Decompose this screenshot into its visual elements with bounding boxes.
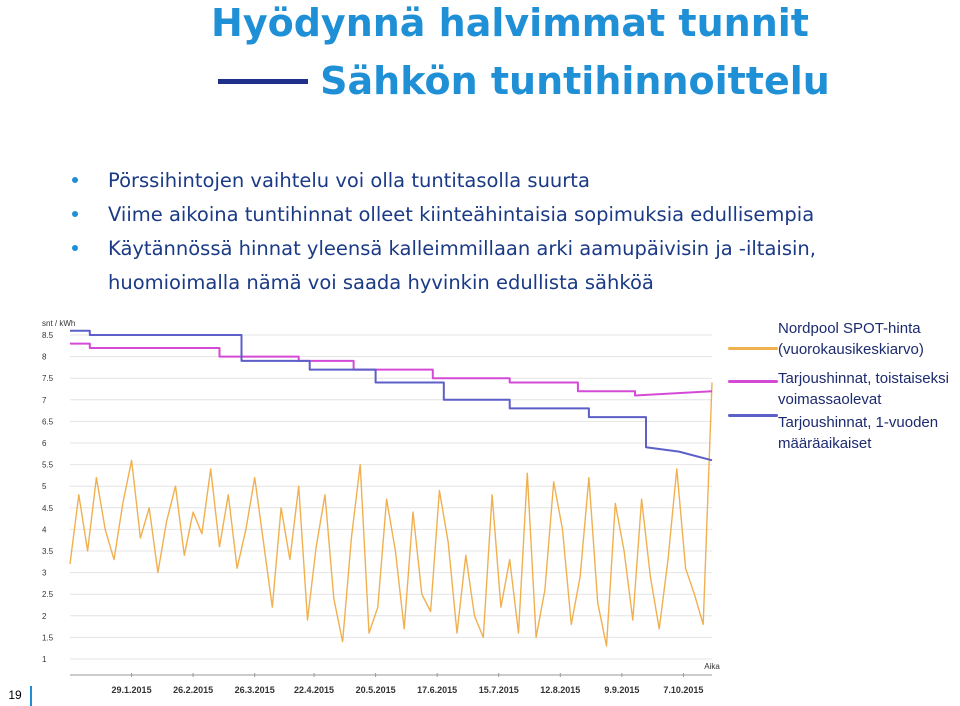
bullet-item: Viime aikoina tuntihinnat olleet kiinteä…	[72, 198, 932, 232]
y-tick-label: 2	[42, 612, 47, 621]
legend-swatch-fixed-year	[728, 414, 778, 417]
y-axis-label: snt / kWh	[42, 319, 75, 328]
y-tick-label: 6.5	[42, 417, 54, 426]
x-tick-label: 15.7.2015	[479, 685, 519, 695]
legend-swatch-spot	[728, 347, 778, 350]
legend-swatch-fixed-temp	[728, 380, 778, 383]
legend-item-fixed-temp: Tarjoushinnat, toistaiseksi voimassaolev…	[718, 370, 960, 462]
series-line-fixed-temp	[70, 342, 713, 397]
legend-label-spot: Nordpool SPOT-hinta (vuorokausikeskiarvo…	[778, 320, 924, 358]
y-tick-label: 5	[42, 482, 47, 491]
y-tick-label: 7	[42, 396, 47, 405]
bullet-dot-icon	[72, 211, 78, 217]
title-dash	[218, 79, 309, 84]
x-tick-label: 26.3.2015	[235, 685, 275, 695]
series-line-fixed-year	[70, 329, 713, 462]
page-number: 19	[8, 688, 22, 702]
y-tick-label: 7.5	[42, 374, 54, 383]
bullet-dot-icon	[72, 245, 78, 251]
y-tick-label: 4.5	[42, 504, 54, 513]
chart-legend: Nordpool SPOT-hinta (vuorokausikeskiarvo…	[718, 318, 960, 534]
y-tick-label: 4	[42, 525, 47, 534]
series-line-spot	[69, 382, 713, 647]
legend-item-fixed-year: Tarjoushinnat, 1-vuoden määräaikaiset	[718, 414, 960, 534]
slide-title-line1: Hyödynnä halvimmat tunnit	[211, 1, 809, 45]
page-divider	[30, 686, 32, 706]
bullet-item: Pörssihintojen vaihtelu voi olla tuntita…	[72, 164, 932, 198]
price-chart: 1 1.5 2 2.5 3 3.5 4 4.5 5 5.5 6 6.5 7 7.5 8 8.5 snt / kW…	[42, 319, 720, 695]
y-tick-label: 3.5	[42, 547, 54, 556]
y-tick-label: 6	[42, 439, 47, 448]
y-tick-label: 2.5	[42, 590, 54, 599]
legend-item-spot: Nordpool SPOT-hinta (vuorokausikeskiarvo…	[718, 318, 960, 390]
legend-label-fixed-temp: Tarjoushinnat, toistaiseksi voimassaolev…	[778, 370, 949, 408]
y-tick-label: 3	[42, 569, 47, 578]
x-tick-label: 12.8.2015	[540, 685, 580, 695]
legend-label-fixed-year: Tarjoushinnat, 1-vuoden määräaikaiset	[778, 414, 939, 452]
y-tick-label: 8	[42, 353, 47, 362]
slide-title-line2: Sähkön tuntihinnoittelu	[44, 58, 960, 104]
bullet-list: Pörssihintojen vaihtelu voi olla tuntita…	[72, 164, 932, 300]
bullet-dot-icon	[72, 177, 78, 183]
y-tick-label: 1	[42, 655, 47, 664]
bullet-item: Käytännössä hinnat yleensä kalleimmillaa…	[72, 232, 932, 300]
y-tick-label: 8.5	[42, 331, 54, 340]
x-tick-label: 22.4.2015	[294, 685, 334, 695]
x-tick-label: 29.1.2015	[112, 685, 152, 695]
x-axis-label: Aika	[704, 662, 720, 671]
y-tick-label: 5.5	[42, 461, 54, 470]
x-tick-label: 20.5.2015	[356, 685, 396, 695]
y-tick-label: 1.5	[42, 633, 54, 642]
x-tick-label: 17.6.2015	[417, 685, 457, 695]
x-tick-label: 9.9.2015	[604, 685, 639, 695]
x-tick-label: 7.10.2015	[663, 685, 703, 695]
x-tick-label: 26.2.2015	[173, 685, 213, 695]
